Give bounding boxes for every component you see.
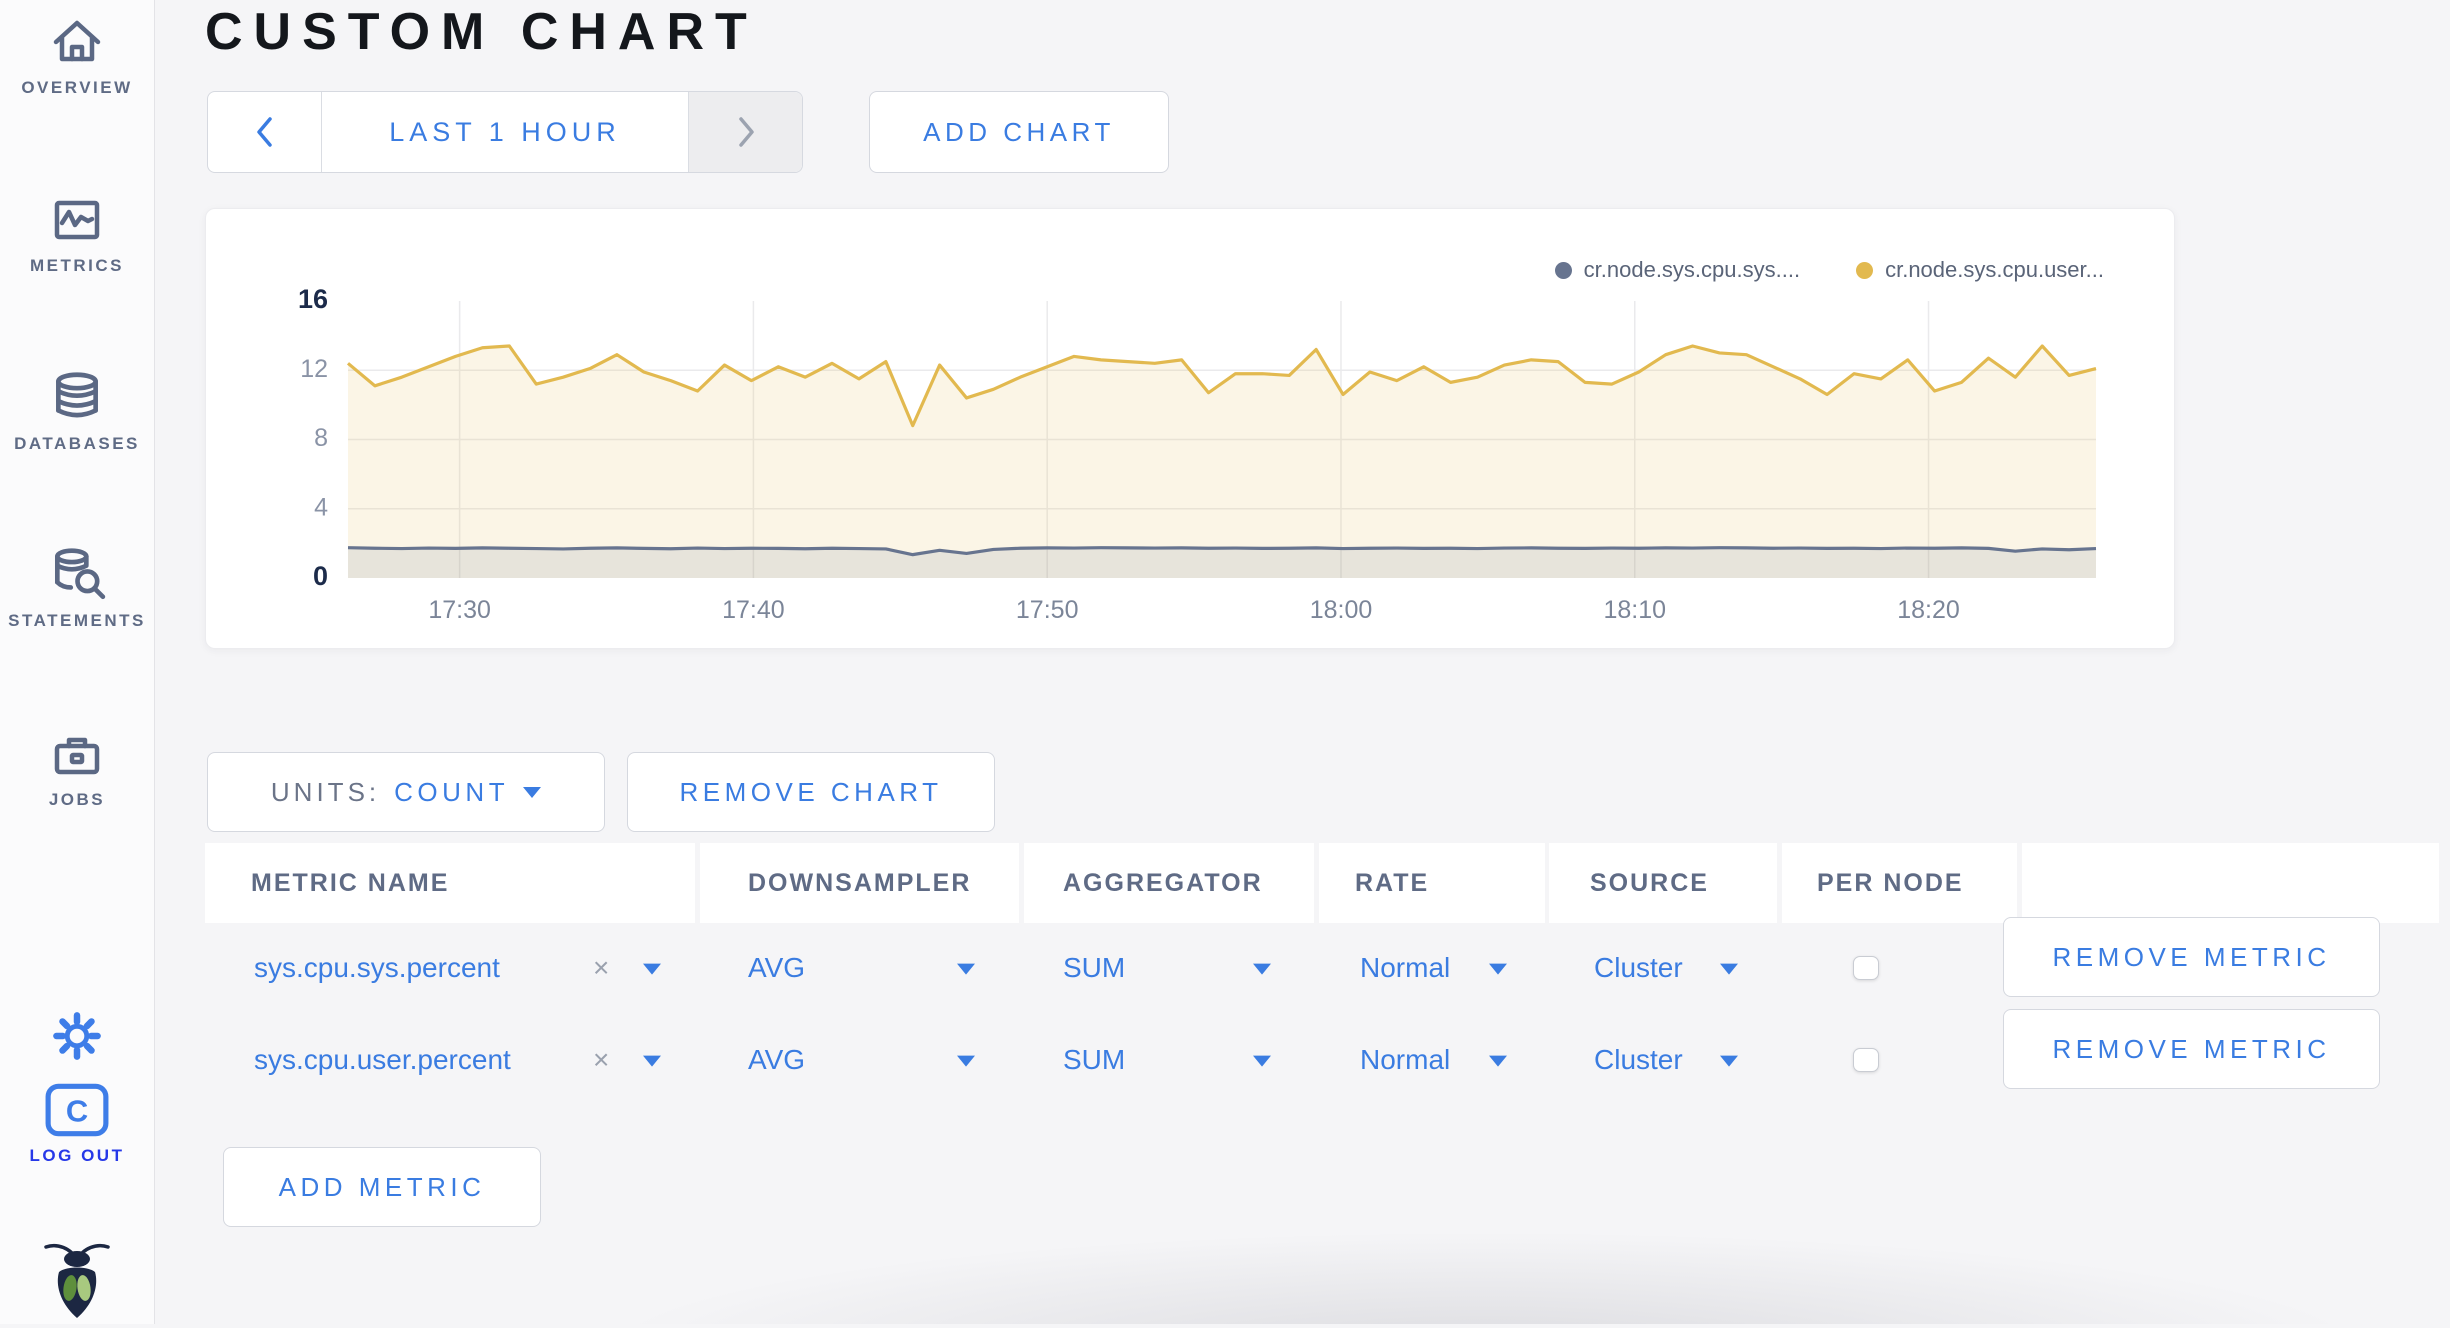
clear-metric-x-icon[interactable]: × — [593, 1044, 609, 1076]
sidebar-item-label: STATEMENTS — [0, 611, 154, 631]
logout-label: LOG OUT — [0, 1146, 154, 1166]
add-chart-button[interactable]: ADD CHART — [869, 91, 1169, 173]
cockroach-bug-icon — [42, 1236, 112, 1320]
metrics-chart-icon — [48, 192, 106, 248]
sidebar-settings[interactable] — [0, 1010, 154, 1070]
caret-down-icon[interactable] — [643, 1056, 661, 1067]
legend-item-1[interactable]: cr.node.sys.cpu.user... — [1856, 257, 2104, 283]
sidebar: OVERVIEW METRICS DATABASES — [0, 0, 155, 1324]
legend-dot-icon — [1555, 262, 1572, 279]
home-icon — [48, 14, 106, 70]
svg-text:12: 12 — [300, 355, 328, 383]
metric-row: sys.cpu.sys.percent × AVG SUM Normal Clu… — [205, 923, 2439, 1013]
svg-text:17:30: 17:30 — [428, 596, 491, 624]
sidebar-item-databases[interactable]: DATABASES — [0, 368, 154, 454]
per-node-checkbox[interactable] — [1853, 956, 1879, 980]
units-value: COUNT — [394, 777, 509, 808]
sidebar-item-label: DATABASES — [0, 434, 154, 454]
chart-legend: cr.node.sys.cpu.sys.... cr.node.sys.cpu.u… — [1555, 257, 2104, 283]
metric-row: sys.cpu.user.percent × AVG SUM Normal Cl… — [205, 1015, 2439, 1105]
remove-chart-button[interactable]: REMOVE CHART — [627, 752, 995, 832]
caret-down-icon — [523, 787, 541, 798]
time-range-selector: LAST 1 HOUR — [207, 91, 803, 173]
caret-down-icon[interactable] — [1489, 1056, 1507, 1067]
svg-text:4: 4 — [314, 493, 328, 521]
svg-text:17:50: 17:50 — [1016, 596, 1079, 624]
legend-dot-icon — [1856, 262, 1873, 279]
rate-select[interactable]: Normal — [1360, 1044, 1450, 1076]
time-range-next-button[interactable] — [689, 92, 802, 172]
time-range-prev-button[interactable] — [208, 92, 321, 172]
column-header-actions — [2022, 843, 2439, 923]
caret-down-icon[interactable] — [1720, 964, 1738, 975]
column-header-metric-name: METRIC NAME — [205, 843, 695, 923]
units-dropdown[interactable]: UNITS: COUNT — [207, 752, 605, 832]
sidebar-item-overview[interactable]: OVERVIEW — [0, 14, 154, 98]
legend-label: cr.node.sys.cpu.user... — [1885, 257, 2104, 283]
chevron-right-icon — [735, 115, 757, 149]
metric-name-select[interactable]: sys.cpu.sys.percent — [254, 952, 500, 984]
caret-down-icon[interactable] — [957, 1056, 975, 1067]
page-bottom-shadow — [620, 1234, 2350, 1324]
column-header-rate: RATE — [1319, 843, 1545, 923]
svg-text:0: 0 — [313, 561, 328, 591]
column-header-downsampler: DOWNSAMPLER — [700, 843, 1019, 923]
svg-text:18:00: 18:00 — [1310, 596, 1373, 624]
caret-down-icon[interactable] — [1253, 1056, 1271, 1067]
svg-text:18:10: 18:10 — [1603, 596, 1666, 624]
svg-text:17:40: 17:40 — [722, 596, 785, 624]
downsampler-select[interactable]: AVG — [748, 1044, 805, 1076]
per-node-checkbox[interactable] — [1853, 1048, 1879, 1072]
downsampler-select[interactable]: AVG — [748, 952, 805, 984]
svg-text:16: 16 — [298, 284, 328, 314]
caret-down-icon[interactable] — [643, 964, 661, 975]
sidebar-item-label: METRICS — [0, 256, 154, 276]
caret-down-icon[interactable] — [1253, 964, 1271, 975]
sidebar-item-label: OVERVIEW — [0, 78, 154, 98]
metric-name-select[interactable]: sys.cpu.user.percent — [254, 1044, 511, 1076]
source-select[interactable]: Cluster — [1594, 1044, 1683, 1076]
units-label: UNITS: — [271, 777, 380, 808]
caret-down-icon[interactable] — [957, 964, 975, 975]
sidebar-brand — [0, 1236, 154, 1328]
legend-label: cr.node.sys.cpu.sys.... — [1584, 257, 1800, 283]
sidebar-item-metrics[interactable]: METRICS — [0, 192, 154, 276]
caret-down-icon[interactable] — [1489, 964, 1507, 975]
briefcase-icon — [48, 726, 106, 782]
caret-down-icon[interactable] — [1720, 1056, 1738, 1067]
svg-text:18:20: 18:20 — [1897, 596, 1960, 624]
column-header-aggregator: AGGREGATOR — [1024, 843, 1314, 923]
time-range-value[interactable]: LAST 1 HOUR — [321, 92, 689, 172]
cockroach-c-logo-icon: C — [44, 1082, 110, 1138]
chevron-left-icon — [254, 115, 276, 149]
gear-icon — [51, 1010, 103, 1062]
column-header-per-node: PER NODE — [1782, 843, 2017, 923]
sidebar-item-label: JOBS — [0, 790, 154, 810]
sidebar-logout[interactable]: C LOG OUT — [0, 1082, 154, 1166]
chart-card: 0 4 8 12 16 17:30 17:40 17:50 18:00 18:10 18:20 cr… — [205, 208, 2175, 649]
aggregator-select[interactable]: SUM — [1063, 1044, 1125, 1076]
rate-select[interactable]: Normal — [1360, 952, 1450, 984]
svg-text:8: 8 — [314, 424, 328, 452]
remove-metric-button[interactable]: REMOVE METRIC — [2003, 917, 2380, 997]
svg-text:C: C — [66, 1093, 88, 1128]
column-header-source: SOURCE — [1549, 843, 1777, 923]
sidebar-item-statements[interactable]: STATEMENTS — [0, 545, 154, 631]
database-search-icon — [48, 545, 106, 603]
legend-item-0[interactable]: cr.node.sys.cpu.sys.... — [1555, 257, 1800, 283]
clear-metric-x-icon[interactable]: × — [593, 952, 609, 984]
page-title: CUSTOM CHART — [205, 2, 758, 62]
add-metric-button[interactable]: ADD METRIC — [223, 1147, 541, 1227]
database-icon — [48, 368, 106, 426]
sidebar-item-jobs[interactable]: JOBS — [0, 726, 154, 810]
remove-metric-button[interactable]: REMOVE METRIC — [2003, 1009, 2380, 1089]
aggregator-select[interactable]: SUM — [1063, 952, 1125, 984]
source-select[interactable]: Cluster — [1594, 952, 1683, 984]
